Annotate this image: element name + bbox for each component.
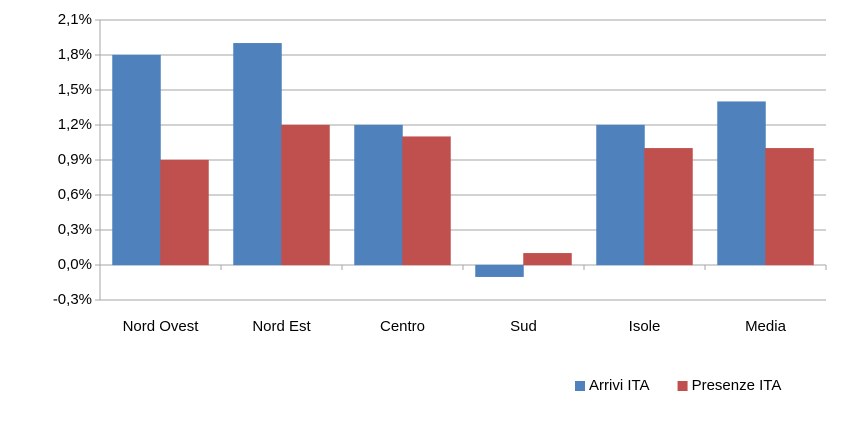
y-tick-label: -0,3% xyxy=(53,291,92,308)
bar xyxy=(644,148,693,266)
legend-swatch xyxy=(575,381,585,391)
y-tick-label: 1,8% xyxy=(58,46,92,63)
x-tick-label: Nord Est xyxy=(252,318,311,335)
bar xyxy=(112,54,161,266)
bar xyxy=(596,124,645,266)
y-tick-label: 0,6% xyxy=(58,186,92,203)
y-tick-label: 0,9% xyxy=(58,151,92,168)
x-tick-label: Isole xyxy=(629,318,661,335)
bar xyxy=(281,124,330,266)
bar xyxy=(354,124,403,266)
y-tick-label: 1,2% xyxy=(58,116,92,133)
y-tick-label: 0,3% xyxy=(58,221,92,238)
y-tick-label: 1,5% xyxy=(58,81,92,98)
y-tick-label: 0,0% xyxy=(58,256,92,273)
legend-label: Arrivi ITA xyxy=(589,377,650,394)
legend-swatch xyxy=(677,381,688,391)
x-tick-label: Sud xyxy=(510,318,537,335)
bar xyxy=(402,136,451,266)
bar xyxy=(523,253,572,266)
x-tick-label: Nord Ovest xyxy=(123,318,200,335)
bar xyxy=(160,159,209,266)
bar xyxy=(765,148,814,266)
legend-label: Presenze ITA xyxy=(692,377,782,394)
x-tick-label: Centro xyxy=(380,318,425,335)
bar xyxy=(475,264,524,277)
x-tick-label: Media xyxy=(745,318,787,335)
bar xyxy=(233,43,282,266)
y-tick-label: 2,1% xyxy=(58,11,92,28)
bar xyxy=(717,101,766,266)
